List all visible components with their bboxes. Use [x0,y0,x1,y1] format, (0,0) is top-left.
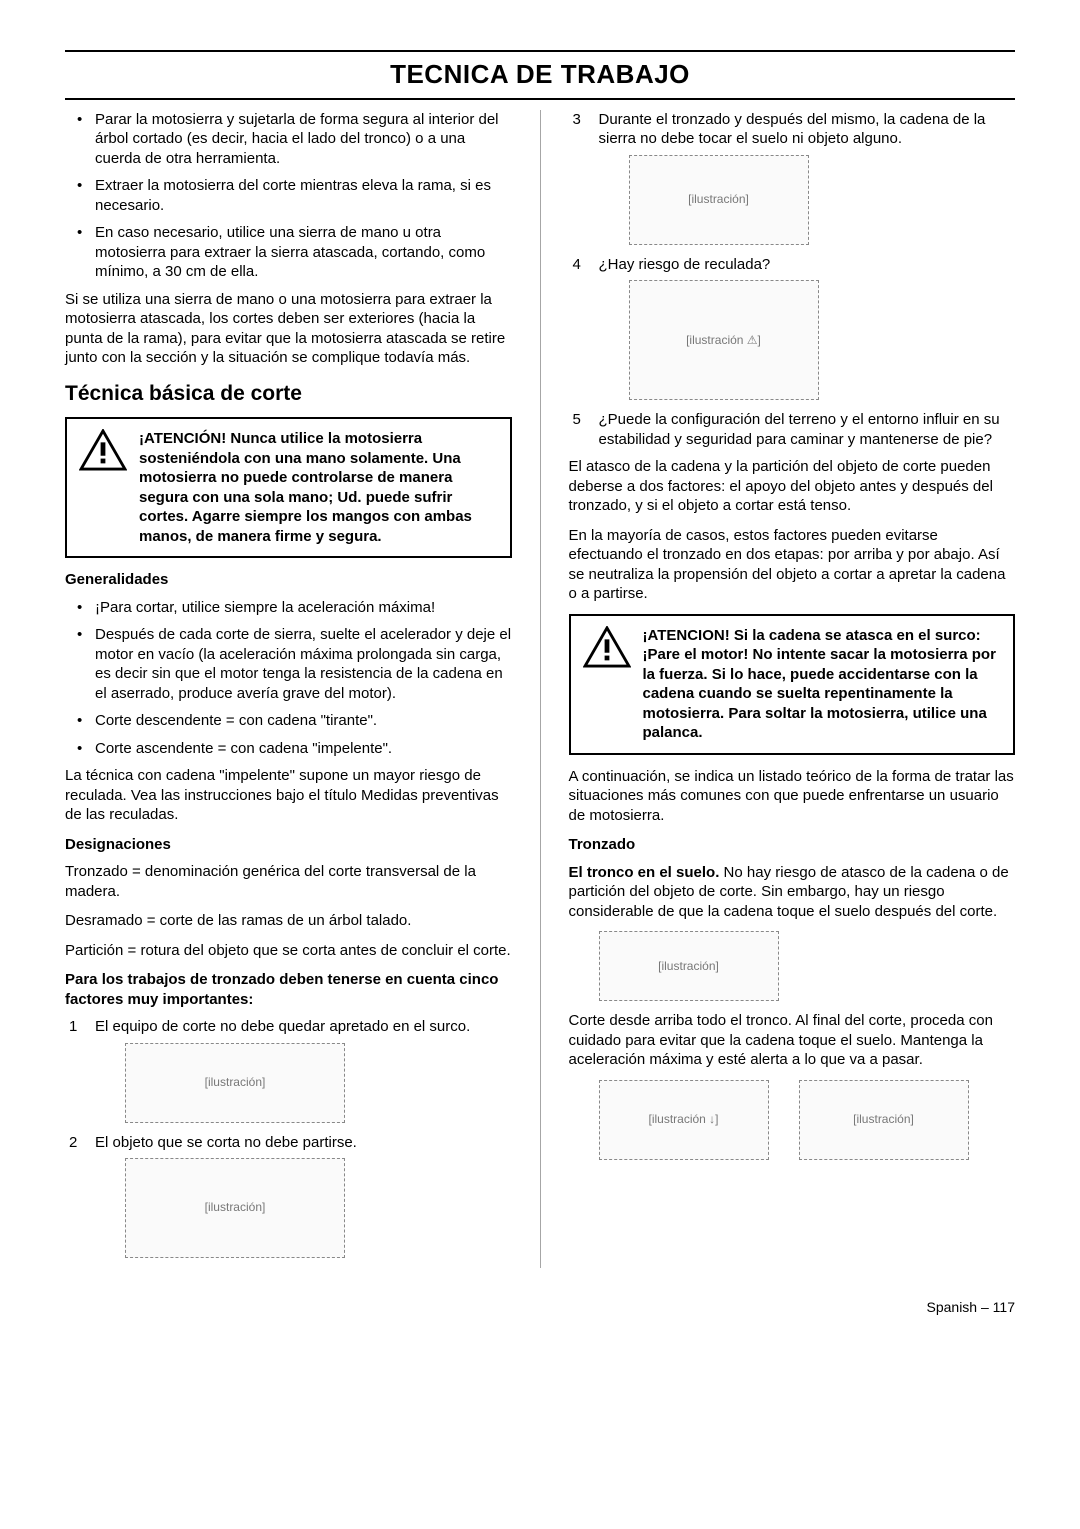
paragraph: La técnica con cadena "impelente" supone… [65,766,512,825]
footer-page-number: 117 [993,1299,1015,1315]
paragraph: En la mayoría de casos, estos factores p… [569,526,1016,604]
intro-bullet-list: Parar la motosierra y sujetarla de forma… [65,110,512,282]
item-text: ¿Hay riesgo de reculada? [599,256,771,273]
warning-text: ¡ATENCIÓN! Nunca utilice la motosierra s… [139,429,498,546]
list-item: 1 El equipo de corte no debe quedar apre… [65,1017,512,1123]
paragraph: Si se utiliza una sierra de mano o una m… [65,290,512,368]
warning-box: ¡ATENCIÓN! Nunca utilice la motosierra s… [65,417,512,558]
item-text: El objeto que se corta no debe partirse. [95,1134,357,1151]
subheading-cinco-factores: Para los trabajos de tronzado deben tene… [65,970,512,1009]
page-footer: Spanish – 117 [65,1298,1015,1316]
inline-bold: El tronco en el suelo. [569,864,720,881]
paragraph: Corte desde arriba todo el tronco. Al fi… [569,1011,1016,1070]
footer-language: Spanish [927,1299,978,1315]
figure-placeholder: [ilustración] [799,1080,969,1160]
subheading-tronzado: Tronzado [569,835,1016,855]
figure-row: [ilustración ↓] [ilustración] [599,1080,1016,1160]
right-column: 3 Durante el tronzado y después del mism… [569,110,1016,1268]
bullet-item: Corte ascendente = con cadena "impelente… [65,739,512,759]
bullet-item: ¡Para cortar, utilice siempre la acelera… [65,598,512,618]
title-underline [65,98,1015,100]
subheading-designaciones: Designaciones [65,835,512,855]
item-number: 1 [69,1017,77,1037]
bullet-item: En caso necesario, utilice una sierra de… [65,223,512,282]
list-item: 4 ¿Hay riesgo de reculada? [ilustración … [569,255,1016,401]
figure-placeholder: [ilustración ↓] [599,1080,769,1160]
warning-icon [79,429,127,471]
item-number: 5 [573,410,581,430]
item-number: 3 [573,110,581,130]
page-title: TECNICA DE TRABAJO [65,58,1015,92]
paragraph: Partición = rotura del objeto que se cor… [65,941,512,961]
paragraph: Desramado = corte de las ramas de un árb… [65,911,512,931]
section-heading: Técnica básica de corte [65,380,512,407]
generalidades-bullets: ¡Para cortar, utilice siempre la acelera… [65,598,512,759]
warning-box: ¡ATENCION! Si la cadena se atasca en el … [569,614,1016,755]
figure-placeholder: [ilustración] [599,931,779,1001]
bullet-item: Corte descendente = con cadena "tirante"… [65,711,512,731]
item-number: 2 [69,1133,77,1153]
warning-text: ¡ATENCION! Si la cadena se atasca en el … [643,626,1002,743]
left-column: Parar la motosierra y sujetarla de forma… [65,110,512,1268]
list-item: 2 El objeto que se corta no debe partirs… [65,1133,512,1259]
item-text: Durante el tronzado y después del mismo,… [599,111,986,148]
bullet-item: Después de cada corte de sierra, suelte … [65,625,512,703]
bullet-item: Extraer la motosierra del corte mientras… [65,176,512,215]
paragraph: El tronco en el suelo. No hay riesgo de … [569,863,1016,922]
numbered-list: 1 El equipo de corte no debe quedar apre… [65,1017,512,1258]
item-text: El equipo de corte no debe quedar apreta… [95,1018,470,1035]
figure-placeholder: [ilustración] [125,1158,345,1258]
warning-icon [583,626,631,668]
figure-placeholder: [ilustración] [125,1043,345,1123]
subheading-generalidades: Generalidades [65,570,512,590]
list-item: 3 Durante el tronzado y después del mism… [569,110,1016,245]
column-divider [540,110,541,1268]
paragraph: Tronzado = denominación genérica del cor… [65,862,512,901]
list-item: 5 ¿Puede la configuración del terreno y … [569,410,1016,449]
top-rule [65,50,1015,52]
paragraph: A continuación, se indica un listado teó… [569,767,1016,826]
two-column-layout: Parar la motosierra y sujetarla de forma… [65,110,1015,1268]
numbered-list-continued: 3 Durante el tronzado y después del mism… [569,110,1016,450]
paragraph: El atasco de la cadena y la partición de… [569,457,1016,516]
item-text: ¿Puede la configuración del terreno y el… [599,411,1000,448]
footer-separator: – [981,1299,989,1315]
bullet-item: Parar la motosierra y sujetarla de forma… [65,110,512,169]
item-number: 4 [573,255,581,275]
figure-placeholder: [ilustración] [629,155,809,245]
figure-placeholder: [ilustración ⚠] [629,280,819,400]
